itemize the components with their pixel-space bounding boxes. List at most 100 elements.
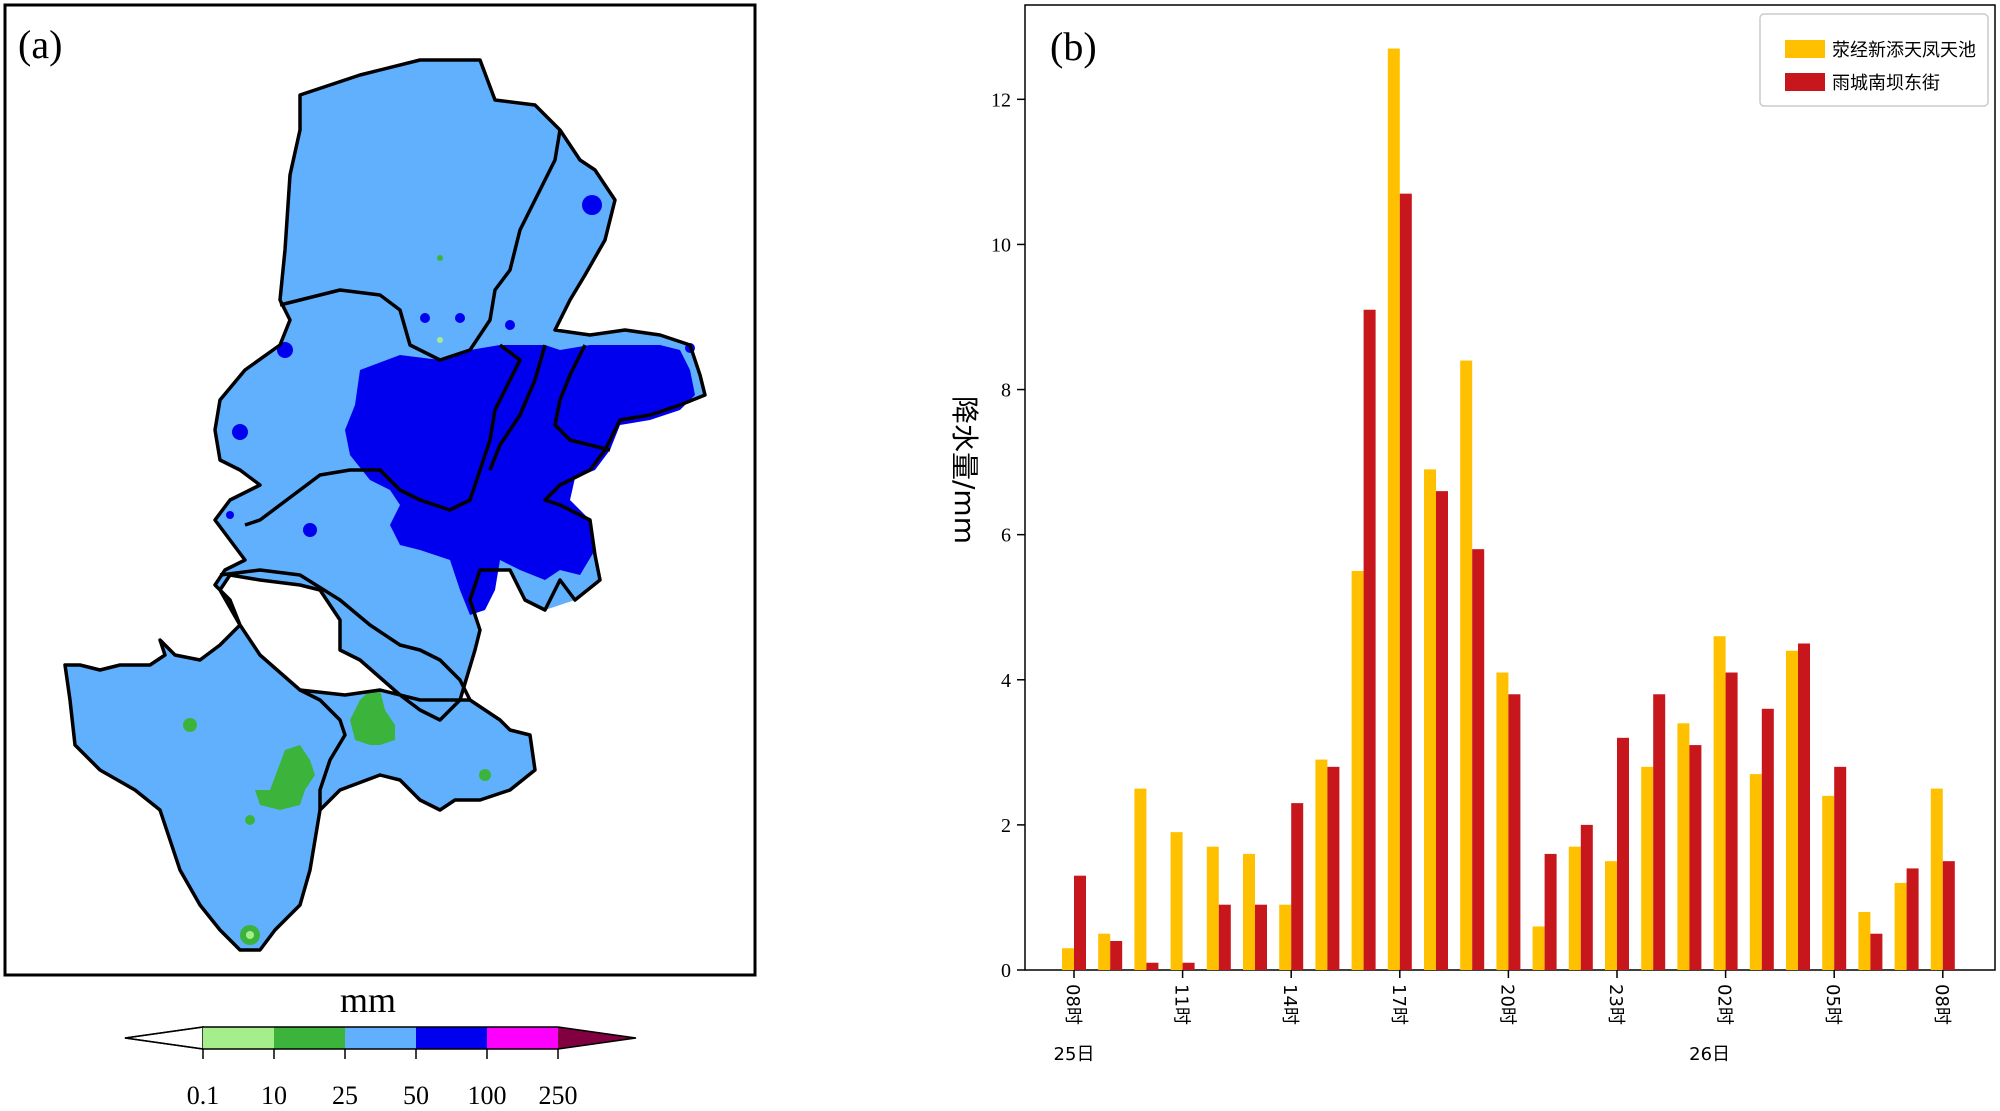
bar-series-2: [1255, 904, 1267, 970]
legend-swatch-series-1: [1785, 40, 1825, 58]
y-axis: 0 2 4 6 8 10 12: [991, 89, 1025, 982]
bar-series-1: [1822, 795, 1835, 970]
colorbar-segment: [203, 1027, 274, 1049]
precip-region-25-50: [65, 60, 705, 950]
light-green-spot: [246, 931, 254, 939]
x-axis: 08时 11时 14时 17时 20时 23时 02时 05时 08时: [1062, 970, 1952, 1025]
x-tick-label: 02时: [1714, 984, 1735, 1025]
bar-series-1: [1243, 853, 1255, 970]
y-tick-label: 10: [991, 234, 1011, 256]
y-tick-label: 8: [1001, 380, 1011, 402]
x-tick-label: 11时: [1171, 984, 1192, 1025]
bar-series-1: [1460, 360, 1473, 970]
day-label: 25日: [1054, 1044, 1095, 1065]
x-tick-label: 23时: [1605, 984, 1626, 1025]
x-tick-label: 14时: [1279, 984, 1300, 1025]
bar-series-2: [1870, 933, 1883, 970]
county-borders: [63, 58, 707, 952]
bar-series-1: [1496, 672, 1509, 970]
colorbar-unit: mm: [340, 980, 396, 1020]
y-axis-label: 降水量/mm: [948, 396, 981, 544]
x-tick-label: 17时: [1388, 984, 1409, 1025]
precip-region-50-100: [345, 345, 695, 615]
colorbar: mm 0.1 10 25 50 100 250: [124, 980, 637, 1110]
bar-series-1: [1134, 788, 1147, 970]
x-tick-label: 08时: [1062, 984, 1083, 1025]
bar-series-2: [1399, 193, 1412, 971]
x-tick-label: 08时: [1931, 984, 1952, 1025]
bar-series-2: [1218, 904, 1231, 970]
bar-series-2: [1653, 694, 1666, 970]
bar-series-1: [1568, 846, 1581, 970]
bar-series-2: [1074, 875, 1086, 970]
legend-swatch-series-2: [1785, 73, 1825, 91]
bar-series-1: [1858, 911, 1871, 970]
bar-series-1: [1532, 926, 1545, 970]
bar-series-2: [1725, 672, 1738, 970]
bar-series-2: [1508, 694, 1521, 970]
bar-series-1: [1424, 469, 1436, 970]
precip-region-10-25: [183, 255, 491, 945]
bar-series-2: [1906, 868, 1919, 970]
x-tick-label: 05时: [1822, 984, 1843, 1025]
bar-series-2: [1580, 824, 1593, 970]
bar-series-1: [1206, 846, 1219, 970]
day-label: 26日: [1689, 1044, 1730, 1065]
legend: 荥经新添天凤天池 雨城南坝东街: [1759, 13, 1989, 107]
bar-series-2: [1110, 940, 1123, 970]
bar-series-1: [1315, 759, 1328, 970]
bar-series-1: [1677, 723, 1690, 970]
y-tick-label: 6: [1001, 525, 1011, 547]
light-green-spot: [437, 337, 443, 343]
colorbar-segment-over: [558, 1027, 636, 1049]
bar-series-1: [1749, 774, 1762, 970]
colorbar-tick-label: 100: [468, 1081, 507, 1110]
colorbar-tick-label: 50: [403, 1081, 429, 1110]
colorbar-tick-label: 10: [261, 1081, 287, 1110]
colorbar-segment: [274, 1027, 345, 1049]
bar-series-1: [1713, 636, 1726, 970]
bar-series-2: [1544, 853, 1557, 970]
day-labels: 25日 26日: [1054, 1044, 1731, 1065]
y-tick-label: 0: [1001, 960, 1011, 982]
bar-series-1: [1279, 904, 1292, 970]
bar-series-1: [1605, 861, 1617, 970]
bar-series-2: [1617, 737, 1629, 970]
chart-panel-label: (b): [1050, 24, 1097, 69]
colorbar-tick-label: 0.1: [187, 1081, 220, 1110]
colorbar-tick-label: 25: [332, 1081, 358, 1110]
bar-series-1: [1641, 766, 1654, 970]
bar-series-2: [1761, 708, 1774, 970]
colorbar-segment: [416, 1027, 487, 1049]
colorbar-segment: [345, 1027, 416, 1049]
bar-series-2: [1327, 766, 1340, 970]
map-panel-label: (a): [18, 22, 62, 67]
bar-series-2: [1942, 861, 1955, 970]
bar-series-1: [1062, 948, 1074, 970]
bars: [1062, 48, 1955, 971]
bar-series-2: [1798, 643, 1810, 970]
bar-series-1: [1930, 788, 1943, 970]
colorbar-tick-label: 250: [539, 1081, 578, 1110]
legend-label-series-1: 荥经新添天凤天池: [1832, 40, 1976, 61]
bar-series-1: [1098, 933, 1111, 970]
bar-series-1: [1170, 832, 1183, 970]
bar-series-1: [1387, 48, 1400, 971]
legend-label-series-2: 雨城南坝东街: [1832, 73, 1940, 94]
bar-series-2: [1834, 766, 1847, 970]
bar-series-2: [1291, 803, 1304, 970]
y-tick-label: 4: [1001, 670, 1011, 692]
map-panel: (a): [3, 3, 757, 1110]
y-tick-label: 2: [1001, 815, 1011, 837]
x-tick-label: 20时: [1496, 984, 1517, 1025]
bar-series-2: [1472, 549, 1485, 970]
bar-series-2: [1363, 309, 1376, 971]
y-tick-label: 12: [991, 89, 1011, 111]
bar-series-2: [1436, 491, 1448, 970]
bar-series-2: [1182, 962, 1195, 970]
bar-series-2: [1689, 745, 1702, 970]
bar-series-1: [1894, 882, 1907, 970]
bar-series-2: [1146, 962, 1159, 970]
